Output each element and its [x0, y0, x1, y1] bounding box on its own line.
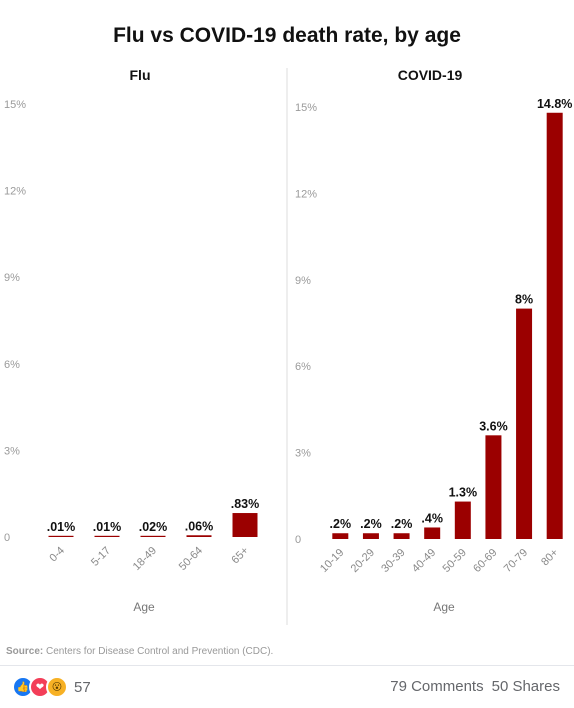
data-label-1-7: 14.8%	[537, 97, 572, 111]
category-label-0-2: 18-49	[131, 545, 159, 573]
category-label-1-5: 60-69	[471, 547, 499, 575]
shares-link[interactable]: 50 Shares	[491, 678, 560, 695]
data-label-1-0: .2%	[330, 517, 352, 531]
bar-0-2	[140, 535, 166, 537]
ytick-label-0-1: 3%	[4, 445, 20, 457]
ytick-label-0-2: 6%	[4, 359, 20, 371]
reactions-summary[interactable]: 👍 ❤ 😮 57	[12, 676, 91, 698]
data-label-1-3: .4%	[421, 511, 443, 525]
bar-1-7	[546, 112, 563, 539]
engagement-counts: 79 Comments 50 Shares	[390, 678, 560, 695]
bar-1-0	[332, 533, 349, 539]
bar-1-2	[393, 533, 410, 539]
xaxis-label-0: Age	[133, 600, 155, 614]
bar-0-3	[186, 535, 212, 537]
bar-0-0	[48, 535, 74, 537]
data-label-1-4: 1.3%	[449, 486, 478, 500]
ytick-label-1-3: 9%	[295, 275, 311, 287]
ytick-label-0-4: 12%	[4, 186, 26, 198]
bar-1-3	[424, 527, 441, 539]
category-label-0-0: 0-4	[47, 545, 67, 565]
bar-1-4	[454, 501, 471, 539]
ytick-label-1-5: 15%	[295, 102, 317, 114]
bar-1-5	[485, 435, 502, 539]
category-label-0-3: 50-64	[177, 545, 205, 573]
category-label-1-4: 50-59	[441, 547, 469, 575]
category-label-1-3: 40-49	[410, 547, 438, 575]
ytick-label-1-4: 12%	[295, 188, 317, 200]
data-label-1-6: 8%	[515, 293, 533, 307]
ytick-label-0-3: 9%	[4, 272, 20, 284]
ytick-label-1-2: 6%	[295, 361, 311, 373]
reaction-count[interactable]: 57	[74, 678, 91, 696]
data-label-0-4: .83%	[231, 497, 260, 511]
data-label-0-3: .06%	[185, 519, 214, 533]
data-label-1-5: 3.6%	[479, 419, 508, 433]
bar-1-6	[516, 308, 533, 539]
ytick-label-1-0: 0	[295, 534, 301, 546]
source-note: Source: Centers for Disease Control and …	[6, 646, 273, 657]
data-label-1-2: .2%	[391, 517, 413, 531]
bar-1-1	[362, 533, 379, 539]
chart-title: Flu vs COVID-19 death rate, by age	[113, 24, 461, 47]
category-label-1-7: 80+	[539, 547, 561, 569]
panel-title-1: COVID-19	[398, 67, 463, 83]
source-text: Centers for Disease Control and Preventi…	[43, 646, 273, 657]
ytick-label-0-0: 0	[4, 532, 10, 544]
source-label: Source:	[6, 646, 43, 657]
xaxis-label-1: Age	[433, 600, 455, 614]
bar-0-4	[232, 513, 258, 537]
data-label-0-0: .01%	[47, 520, 76, 534]
data-label-0-1: .01%	[93, 520, 122, 534]
comments-link[interactable]: 79 Comments	[390, 678, 484, 695]
panel-title-0: Flu	[130, 67, 151, 83]
chart-svg: Flu vs COVID-19 death rate, by age Flu 0 3%…	[4, 24, 572, 657]
category-label-0-1: 5-17	[89, 545, 113, 569]
ytick-label-0-5: 15%	[4, 99, 26, 111]
category-label-1-0: 10-19	[318, 547, 346, 575]
bar-0-1	[94, 535, 120, 537]
wow-face-icon[interactable]: 😮	[46, 676, 68, 698]
category-label-1-6: 70-79	[502, 547, 530, 575]
data-label-0-2: .02%	[139, 520, 168, 534]
data-label-1-1: .2%	[360, 517, 382, 531]
category-label-1-1: 20-29	[349, 547, 377, 575]
ytick-label-1-1: 3%	[295, 448, 311, 460]
category-label-0-4: 65+	[229, 545, 251, 567]
post-footer: 👍 ❤ 😮 57 79 Comments 50 Shares	[0, 665, 574, 708]
category-label-1-2: 30-39	[379, 547, 407, 575]
chart-figure: Flu vs COVID-19 death rate, by age Flu 0 3%…	[4, 24, 572, 657]
